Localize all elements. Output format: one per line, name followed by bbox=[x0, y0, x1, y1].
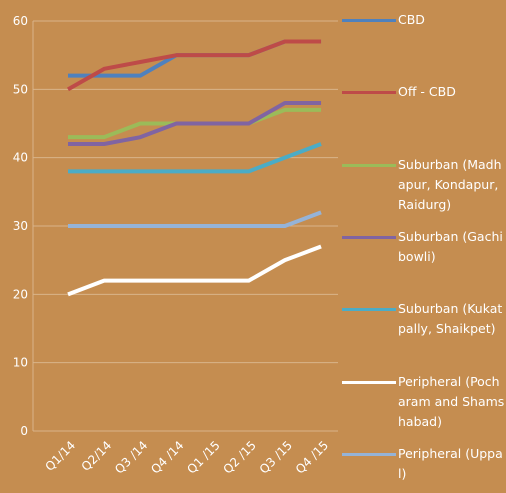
y-tick-label: 40 bbox=[13, 151, 28, 165]
y-tick-label: 50 bbox=[13, 82, 28, 96]
legend-label: Suburban (Kukatpally, Shaikpet) bbox=[398, 301, 503, 337]
y-tick-label: 0 bbox=[20, 424, 28, 438]
legend-label: Suburban (Madhapur, Kondapur,Raidurg) bbox=[398, 156, 502, 212]
x-tick-label: Q3 /14 bbox=[112, 438, 150, 476]
legend-swatch bbox=[342, 380, 396, 384]
series-line bbox=[68, 210, 322, 228]
x-tick-label: Q4 /14 bbox=[148, 438, 186, 476]
legend-swatch bbox=[342, 308, 396, 312]
x-tick-label: Q1 /15 bbox=[184, 438, 222, 476]
legend-label: Suburban (Gachibowli) bbox=[398, 228, 503, 264]
series-line bbox=[68, 142, 322, 174]
y-tick-label: 20 bbox=[13, 287, 28, 301]
legend-swatch bbox=[342, 452, 396, 456]
x-tick-label: Q3 /15 bbox=[257, 438, 295, 476]
series-line bbox=[67, 244, 322, 297]
legend-swatch bbox=[342, 163, 396, 167]
series-line bbox=[67, 39, 322, 92]
legend-label: Peripheral (Uppal) bbox=[398, 445, 503, 481]
y-tick-label: 30 bbox=[13, 219, 28, 233]
x-tick-label: Q1/14 bbox=[42, 438, 78, 474]
series-line bbox=[68, 39, 322, 78]
series-line bbox=[68, 101, 322, 146]
y-tick-label: 10 bbox=[13, 356, 28, 370]
x-tick-label: Q4 /15 bbox=[293, 438, 331, 476]
legend-label: Off - CBD bbox=[398, 84, 456, 100]
x-tick-label: Q2/14 bbox=[79, 438, 115, 474]
y-tick-label: 60 bbox=[13, 14, 28, 28]
x-tick-label: Q2 /15 bbox=[221, 438, 259, 476]
legend-swatch bbox=[342, 19, 396, 22]
legend-label: CBD bbox=[398, 12, 425, 27]
legend-swatch bbox=[342, 235, 396, 239]
legend-label: Peripheral (Pocharam and Shamshabad) bbox=[398, 373, 505, 429]
legend-swatch bbox=[342, 91, 396, 95]
